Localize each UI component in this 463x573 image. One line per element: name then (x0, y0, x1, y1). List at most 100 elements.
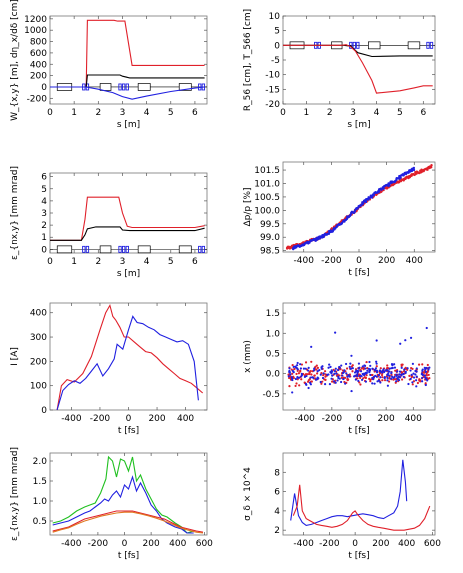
x-axis-label: t [fs] (348, 551, 369, 561)
scatter-point (421, 380, 424, 383)
scatter-point (414, 373, 417, 376)
plot-frame (282, 302, 436, 411)
scatter-point (410, 373, 413, 376)
y-tick-label: -0.5 (262, 390, 280, 400)
scatter-point (319, 373, 322, 376)
scatter-point (292, 376, 296, 380)
scatter-point (364, 372, 367, 375)
scatter-point (330, 369, 333, 372)
scatter-point (356, 374, 359, 378)
scatter-point (400, 366, 403, 369)
y-tick-label: 101.0 (254, 179, 280, 189)
scatter-point (296, 364, 299, 367)
scatter-point (429, 165, 433, 169)
scatter-point (336, 379, 339, 382)
scatter-point (324, 378, 327, 381)
scatter-point (375, 339, 378, 342)
y-axis-label: x (mm) (243, 340, 253, 373)
scatter-point (412, 376, 416, 379)
scatter-point (419, 379, 422, 382)
scatter-point (296, 369, 299, 372)
scatter-point (430, 164, 433, 167)
y-tick-label: 100 (30, 382, 47, 392)
y-tick-label: 1.0 (266, 329, 281, 339)
scatter-point (288, 385, 291, 388)
scatter-point (415, 375, 418, 378)
scatter-point (353, 375, 356, 378)
scatter-point (408, 374, 411, 377)
lattice-quad (198, 245, 202, 253)
scatter-point (341, 371, 345, 375)
scatter-point (374, 374, 377, 377)
x-axis-label: t [fs] (118, 426, 139, 436)
y-tick-label: 0.5 (33, 517, 47, 527)
scatter-point (316, 370, 319, 373)
scatter-point (426, 363, 429, 367)
y-axis-label: σ_δ × 10^4 (243, 467, 253, 521)
scatter-point (416, 381, 419, 385)
scatter-point (321, 365, 324, 368)
scatter-point (415, 379, 418, 382)
y-tick-label: 0.5 (266, 349, 280, 359)
scatter-point (306, 373, 309, 376)
x-tick-label: -200 (88, 539, 109, 549)
y-axis-label: R_56 [cm], T_566 [cm] (243, 9, 253, 111)
scatter-point (398, 373, 401, 376)
series-line-2 (292, 484, 431, 531)
scatter-point (289, 373, 292, 376)
scatter-point (348, 365, 351, 369)
scatter-point (350, 354, 353, 357)
scatter-point (421, 368, 424, 371)
scatter-point (300, 373, 304, 377)
scatter-point (295, 382, 298, 385)
scatter-point (424, 370, 428, 373)
scatter-point (386, 369, 389, 372)
series-line-1 (52, 455, 194, 534)
lattice-quad (356, 41, 360, 49)
y-tick-label: 600 (30, 49, 47, 59)
y-tick-label: 99.5 (260, 220, 280, 230)
scatter-point (364, 380, 368, 383)
scatter-point (412, 168, 416, 172)
scatter-point (356, 373, 359, 376)
x-tick-label: 400 (169, 539, 186, 549)
scatter-point (384, 369, 388, 372)
scatter-point (386, 376, 389, 380)
scatter-point (310, 380, 313, 383)
y-tick-label: 1 (41, 233, 47, 243)
scatter-point (371, 376, 374, 380)
y-tick-label: 1000 (24, 26, 47, 36)
chart-2: 0 1 2 3 4 5 6 -20 -15 -10 -5 0 5 10 s [m] R_56 [cm], T_… (243, 9, 436, 130)
scatter-point (300, 363, 304, 366)
scatter-point (291, 363, 294, 367)
y-tick-label: 100.0 (254, 206, 280, 216)
scatter-point (341, 374, 344, 377)
scatter-point (369, 364, 372, 367)
scatter-point (383, 370, 386, 374)
scatter-point (308, 372, 311, 376)
x-tick-label: 200 (372, 539, 389, 549)
scatter-point (338, 377, 341, 380)
x-tick-label: 3 (120, 108, 126, 118)
y-axis-label: I [A] (10, 347, 20, 366)
scatter-point (313, 367, 316, 370)
y-tick-label: -15 (265, 85, 280, 95)
scatter-point (387, 380, 391, 383)
scatter-point (364, 376, 367, 379)
x-tick-label: 4 (374, 108, 380, 118)
scatter-point (297, 372, 301, 375)
x-tick-label: 1 (71, 108, 77, 118)
scatter-point (353, 371, 357, 374)
scatter-point (415, 367, 418, 370)
scatter-point (294, 365, 297, 368)
lattice-quad (118, 245, 122, 253)
scatter-point (346, 375, 349, 378)
scatter-point (345, 372, 348, 375)
x-tick-label: 400 (405, 414, 422, 424)
series-line-2 (50, 226, 205, 241)
scatter-point (320, 382, 323, 385)
scatter-point (422, 371, 425, 374)
scatter-point (288, 369, 291, 373)
scatter-point (334, 381, 337, 384)
